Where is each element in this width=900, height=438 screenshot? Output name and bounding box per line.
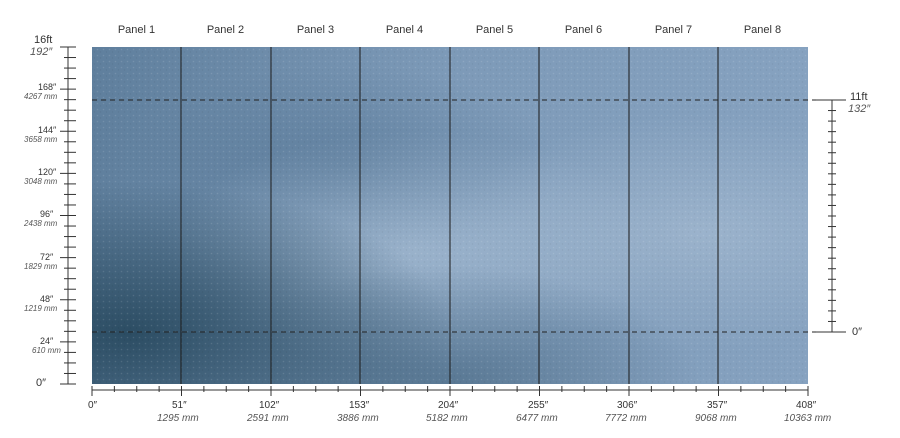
panel-label-2: Panel 2 <box>206 24 245 36</box>
left-ruler-mark-96: 96″ <box>40 209 54 219</box>
left-ruler-mm-2438: 2438 mm <box>24 219 58 228</box>
bottom-ruler-mark-255: 255″ <box>528 400 549 411</box>
bottom-ruler-mm-9068: 9068 mm <box>695 413 737 424</box>
panel-label-5: Panel 5 <box>475 24 514 36</box>
bottom-ruler-mark-306: 306″ <box>617 400 638 411</box>
bottom-ruler-mm-3886: 3886 mm <box>337 413 379 424</box>
panel-label-7: Panel 7 <box>654 24 693 36</box>
left-ruler-mm-4267: 4267 mm <box>24 92 58 101</box>
bottom-ruler-mm-2591: 2591 mm <box>247 413 289 424</box>
left-ruler-mark-168: 168″ <box>38 82 57 92</box>
bottom-ruler-mm-7772: 7772 mm <box>605 413 647 424</box>
bottom-ruler-mark-204: 204″ <box>438 400 459 411</box>
bottom-ruler-mark-357: 357″ <box>707 400 728 411</box>
right-ruler <box>816 99 846 333</box>
left-ruler-mark-120: 120″ <box>38 167 57 177</box>
left-ruler <box>60 46 76 385</box>
left-ruler-in-label: 192″ <box>30 46 53 58</box>
panel-label-6: Panel 6 <box>564 24 603 36</box>
bottom-ruler-mm-5182: 5182 mm <box>426 413 468 424</box>
bottom-ruler-mm-1295: 1295 mm <box>157 413 199 424</box>
right-ruler-ft-label: 11ft <box>850 91 868 103</box>
left-ruler-zero: 0″ <box>36 377 47 389</box>
bottom-ruler-mark-102: 102″ <box>259 400 280 411</box>
left-ruler-mm-610: 610 mm <box>32 346 61 355</box>
left-ruler-mark-72: 72″ <box>40 252 54 262</box>
bottom-ruler-mark-51: 51″ <box>172 400 187 411</box>
left-ruler-mm-3658: 3658 mm <box>24 135 58 144</box>
left-ruler-mark-48: 48″ <box>40 294 54 304</box>
panel-label-8: Panel 8 <box>743 24 782 36</box>
bottom-ruler-mark-153: 153″ <box>349 400 370 411</box>
bottom-ruler-mark-0: 0″ <box>88 400 98 411</box>
panel-label-1: Panel 1 <box>117 24 156 36</box>
bottom-ruler-mm-6477: 6477 mm <box>516 413 558 424</box>
panel-label-3: Panel 3 <box>296 24 335 36</box>
wall-height-guides <box>92 99 836 333</box>
left-ruler-ft-label: 16ft <box>34 34 53 46</box>
left-ruler-mark-144: 144″ <box>38 125 57 135</box>
panel-label-4: Panel 4 <box>385 24 424 36</box>
left-ruler-mm-1829: 1829 mm <box>24 262 58 271</box>
left-ruler-mm-1219: 1219 mm <box>24 304 58 313</box>
bottom-ruler <box>91 386 809 396</box>
right-ruler-zero: 0″ <box>852 326 863 338</box>
bottom-ruler-mm-10363: 10363 mm <box>784 413 832 424</box>
bottom-ruler-mark-408: 408″ <box>796 400 817 411</box>
left-ruler-mm-3048: 3048 mm <box>24 177 58 186</box>
left-ruler-mark-24: 24″ <box>40 336 54 346</box>
panel-dividers <box>180 47 719 384</box>
right-ruler-in-label: 132″ <box>848 103 871 115</box>
